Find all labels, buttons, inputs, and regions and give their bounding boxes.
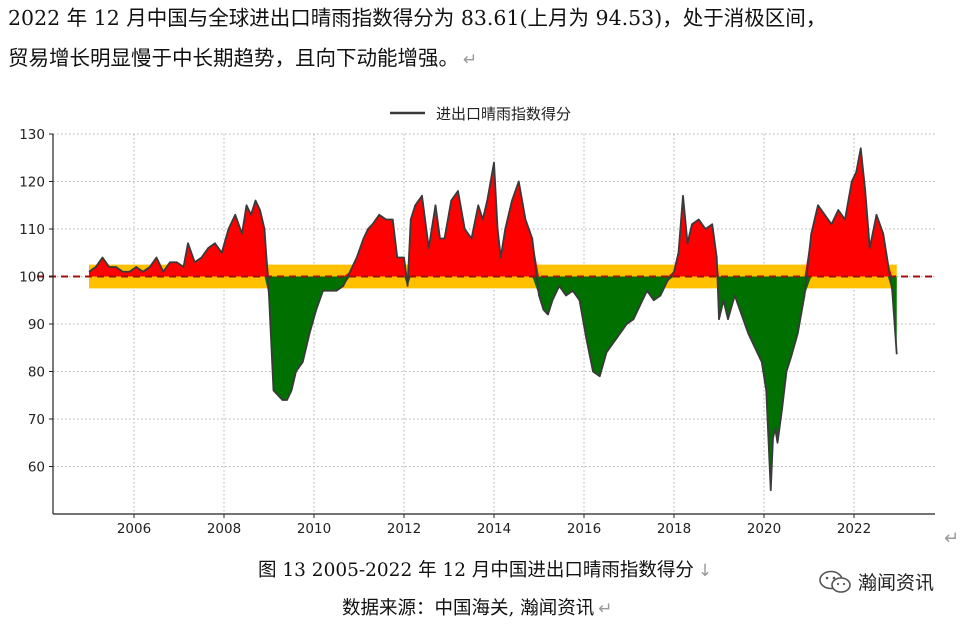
figure-caption: 图 13 2005-2022 年 12 月中国进出口晴雨指数得分 ↓: [258, 556, 712, 582]
y-tick-label: 100: [19, 270, 45, 286]
series-line: [88, 147, 898, 492]
data-source-text: 数据来源：中国海关, 瀚闻资讯: [342, 598, 595, 619]
plot-area: 60 70 80 90 100 110 120 130 2006 2008 2010 2012 2014…: [19, 127, 935, 537]
watermark: 瀚闻资讯: [818, 568, 934, 595]
line-break-icon: ↓: [697, 561, 713, 581]
y-tick-label: 110: [19, 222, 45, 238]
y-tick-label: 90: [28, 317, 45, 333]
x-tick-label: 2020: [747, 521, 781, 537]
y-tick-label: 80: [28, 365, 45, 381]
x-tick-label: 2010: [297, 521, 331, 537]
legend-label: 进出口晴雨指数得分: [436, 105, 571, 123]
y-tick-label: 120: [19, 175, 45, 191]
watermark-text: 瀚闻资讯: [858, 572, 935, 594]
y-tick-label: 70: [28, 412, 45, 428]
data-source: 数据来源：中国海关, 瀚闻资讯 ↵: [342, 594, 613, 620]
paragraph-line-2: 贸易增长明显慢于中长期趋势，且向下动能增强。 ↵: [8, 44, 477, 74]
return-mark-icon: ↵: [598, 599, 613, 619]
y-tick-label: 60: [28, 460, 45, 476]
x-tick-label: 2014: [477, 521, 511, 537]
paragraph-line-1: 2022 年 12 月中国与全球进出口晴雨指数得分为 83.61(上月为 94.…: [8, 6, 827, 30]
chart-legend: 进出口晴雨指数得分: [390, 105, 571, 123]
x-tick-label: 2016: [567, 521, 601, 537]
chart: 进出口晴雨指数得分 60 70 80 90 100 110 120 130 2006 2008 20…: [19, 105, 935, 537]
wechat-icon: [819, 570, 851, 593]
area-below-baseline: [89, 276, 897, 491]
return-mark-icon: ↵: [944, 528, 960, 549]
x-tick-label: 2022: [837, 521, 871, 537]
x-tick-label: 2006: [117, 521, 151, 537]
area-above-baseline: [89, 148, 897, 277]
return-mark-icon: ↵: [463, 50, 478, 70]
y-tick-label: 130: [19, 127, 45, 143]
x-tick-label: 2018: [657, 521, 691, 537]
x-tick-label: 2012: [387, 521, 421, 537]
paragraph-line-2-text: 贸易增长明显慢于中长期趋势，且向下动能增强。: [8, 46, 459, 70]
x-tick-label: 2008: [207, 521, 241, 537]
figure-caption-text: 图 13 2005-2022 年 12 月中国进出口晴雨指数得分: [258, 560, 694, 581]
